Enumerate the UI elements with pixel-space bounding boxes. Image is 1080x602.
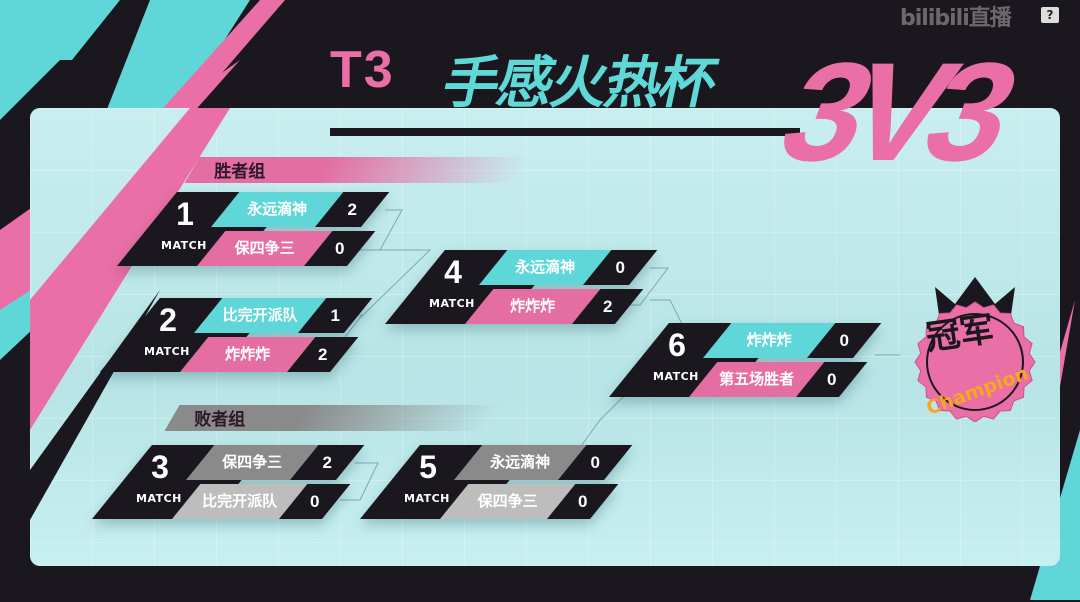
match-number: 1 (176, 196, 194, 232)
team-score: 0 (615, 258, 625, 277)
match-label: MATCH (136, 492, 182, 505)
help-button[interactable]: ? (1041, 7, 1059, 23)
connector-m1-m4 (330, 249, 432, 319)
match-number: 3 (151, 449, 169, 485)
team-score: 0 (334, 239, 345, 258)
team-name: 永远滴神 (515, 258, 576, 276)
team-score: 0 (577, 492, 588, 511)
team-name: 永远滴神 (247, 200, 308, 218)
match-3: 保四争三 2 比完开派队 0 3 MATCH (92, 445, 372, 519)
match-1: 永远滴神 2 保四争三 0 1 MATCH (117, 192, 397, 266)
team-score: 0 (839, 331, 849, 350)
match-label: MATCH (161, 239, 207, 252)
match-number: 4 (444, 254, 462, 290)
team-name: 炸炸炸 (746, 331, 792, 349)
match-2: 比完开派队 1 炸炸炸 2 2 MATCH (100, 298, 380, 372)
team-name: 保四争三 (477, 492, 538, 510)
team-name: 炸炸炸 (510, 297, 556, 315)
team-score: 2 (602, 297, 613, 316)
team-score: 2 (322, 453, 332, 472)
match-label: MATCH (144, 345, 190, 358)
match-6: 炸炸炸 0 第五场胜者 0 6 MATCH (609, 323, 889, 397)
team-name: 比完开派队 (222, 306, 298, 324)
team-name: 保四争三 (234, 239, 295, 257)
team-score: 0 (590, 453, 600, 472)
team-name: 炸炸炸 (225, 345, 271, 363)
match-number: 5 (419, 449, 437, 485)
match-5: 永远滴神 0 保四争三 0 5 MATCH (360, 445, 640, 519)
match-label: MATCH (404, 492, 450, 505)
team-name: 保四争三 (222, 453, 283, 471)
bilibili-live-logo: bilibili直播 (900, 6, 1012, 31)
team-name: 永远滴神 (490, 453, 551, 471)
connector-m3-m5 (340, 462, 379, 501)
match-label: MATCH (653, 370, 699, 383)
match-number: 2 (159, 302, 177, 338)
team-name: 比完开派队 (202, 492, 278, 510)
champion-badge (914, 277, 1036, 422)
team-score: 2 (317, 345, 328, 364)
team-score: 1 (330, 306, 340, 325)
match-label: MATCH (429, 297, 475, 310)
team-score: 2 (347, 200, 357, 219)
team-score: 0 (309, 492, 320, 511)
match-number: 6 (668, 327, 686, 363)
team-name: 第五场胜者 (719, 370, 795, 388)
team-score: 0 (826, 370, 837, 389)
series-title: T3 (330, 41, 395, 99)
match-4: 永远滴神 0 炸炸炸 2 4 MATCH (385, 250, 665, 324)
